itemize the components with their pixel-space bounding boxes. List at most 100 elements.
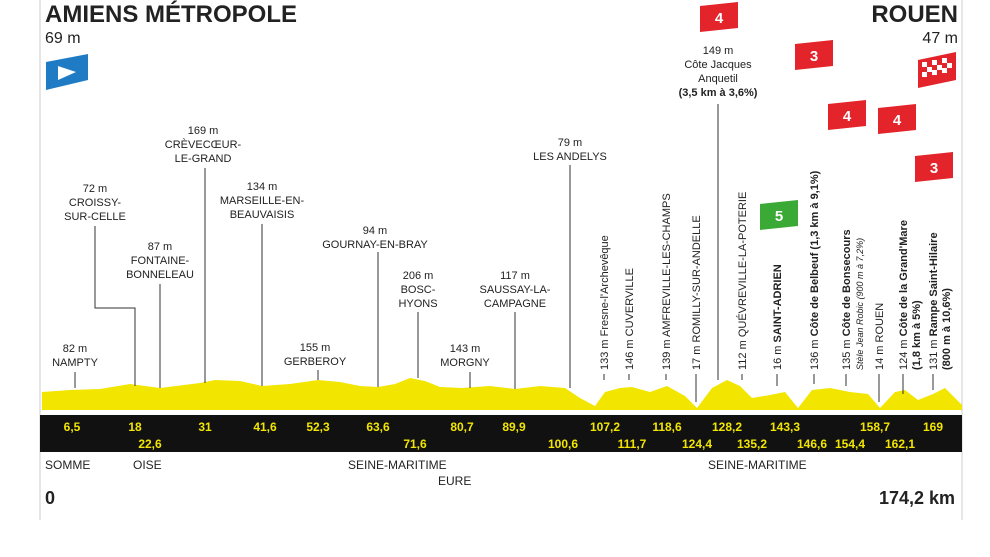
waypoint-label: 82 m xyxy=(63,343,87,355)
climb-flag xyxy=(795,40,833,70)
waypoint-label: 149 m xyxy=(703,45,734,57)
waypoint-label: 87 m xyxy=(148,241,172,253)
place-name: Côte de Bonsecours xyxy=(841,229,853,336)
climb-detail: Stèle Jean Robic (900 m à 7,2%) xyxy=(855,238,865,370)
km-marker: 22,6 xyxy=(138,437,162,451)
vertical-label: 112 m QUÉVREVILLE-LA-POTERIE xyxy=(736,192,749,370)
climb-detail: (800 m à 10,6%) xyxy=(941,288,953,370)
region: SEINE-MARITIME xyxy=(708,458,807,472)
altitude: 124 m xyxy=(898,339,910,370)
distance-start: 0 xyxy=(45,488,55,508)
km-marker: 169 xyxy=(923,420,943,434)
waypoint-label: BONNELEAU xyxy=(126,269,194,281)
vertical-label: 124 m Côte de la Grand'Mare xyxy=(898,220,910,370)
climb-category: 4 xyxy=(893,112,902,129)
vertical-label: 136 m Côte de Belbeuf (1,3 km à 9,1%) xyxy=(809,170,821,370)
waypoint-label: CAMPAGNE xyxy=(484,298,546,310)
waypoint-label: 206 m xyxy=(403,270,434,282)
vertical-label: 135 m Côte de Bonsecours xyxy=(841,229,853,370)
region: SEINE-MARITIME xyxy=(348,458,447,472)
waypoint-label: HYONS xyxy=(398,298,437,310)
climb-detail: (1,8 km à 5%) xyxy=(911,300,923,370)
place-name: AMFREVILLE-LES-CHAMPS xyxy=(661,193,673,337)
waypoint-label: LE-GRAND xyxy=(175,153,232,165)
altitude: 139 m xyxy=(661,339,673,370)
waypoint-label: SAUSSAY-LA- xyxy=(480,284,551,296)
elevation-profile xyxy=(42,378,962,410)
place-name: Côte de la Grand'Mare xyxy=(898,220,910,336)
start-altitude: 69 m xyxy=(45,30,81,47)
km-marker: 63,6 xyxy=(366,420,390,434)
region: OISE xyxy=(133,458,162,472)
waypoint-label: 79 m xyxy=(558,137,582,149)
vertical-label: 139 m AMFREVILLE-LES-CHAMPS xyxy=(661,193,673,370)
climb-category: 4 xyxy=(843,108,852,125)
waypoint-label: MORGNY xyxy=(440,357,490,369)
km-marker: 41,6 xyxy=(253,420,277,434)
waypoint-label: GERBEROY xyxy=(284,356,347,368)
finish-altitude: 47 m xyxy=(922,30,958,47)
altitude: 16 m xyxy=(772,346,784,370)
waypoint-label: 169 m xyxy=(188,125,219,137)
km-marker: 89,9 xyxy=(502,420,526,434)
waypoint-label: Anquetil xyxy=(698,73,738,85)
place-name: Côte de Belbeuf (1,3 km à 9,1%) xyxy=(809,170,821,336)
climb-flag xyxy=(828,100,866,130)
km-marker: 128,2 xyxy=(712,420,742,434)
waypoint-label: FONTAINE- xyxy=(131,255,190,267)
altitude: 146 m xyxy=(624,339,636,370)
climb-category: 5 xyxy=(775,208,783,225)
region: SOMME xyxy=(45,458,90,472)
vertical-label: 133 m Fresne-l'Archevêque xyxy=(599,235,611,370)
km-marker: 107,2 xyxy=(590,420,620,434)
altitude: 133 m xyxy=(599,339,611,370)
km-marker: 100,6 xyxy=(548,437,578,451)
climb-flag xyxy=(878,104,916,134)
vertical-label: 16 m SAINT-ADRIEN xyxy=(772,264,784,370)
climb-category: 3 xyxy=(930,160,938,177)
altitude: 135 m xyxy=(841,339,853,370)
km-marker: 71,6 xyxy=(403,437,427,451)
waypoint-label: SUR-CELLE xyxy=(64,211,126,223)
km-marker: 111,7 xyxy=(618,437,647,451)
waypoint-label: CROISSY- xyxy=(69,197,122,209)
climb-flag xyxy=(915,152,953,182)
waypoint-label: 134 m xyxy=(247,181,278,193)
waypoint-label: 143 m xyxy=(450,343,481,355)
leader-line xyxy=(94,226,136,386)
waypoint-label: BEAUVAISIS xyxy=(230,209,295,221)
climb-category: 3 xyxy=(810,48,818,65)
km-marker: 18 xyxy=(128,420,142,434)
waypoint-label: MARSEILLE-EN- xyxy=(220,195,305,207)
km-marker: 135,2 xyxy=(737,437,767,451)
distance-end: 174,2 km xyxy=(879,488,955,508)
place-name: Fresne-l'Archevêque xyxy=(599,235,611,336)
finish-flag xyxy=(918,52,956,88)
altitude: 136 m xyxy=(809,339,821,370)
place-name: Rampe Saint-Hilaire xyxy=(928,232,940,336)
place-name: SAINT-ADRIEN xyxy=(772,264,784,342)
dynamic-layer: 82 m NAMPTY 72 m CROISSY- SUR-CELLE 87 m FONTA… xyxy=(52,2,953,451)
region: EURE xyxy=(438,474,471,488)
place-name: ROMILLY-SUR-ANDELLE xyxy=(691,215,703,342)
climb-flag xyxy=(760,200,798,230)
km-marker: 143,3 xyxy=(770,420,800,434)
km-marker: 158,7 xyxy=(860,420,890,434)
altitude: 131 m xyxy=(928,339,940,370)
km-marker: 162,1 xyxy=(885,437,915,451)
waypoint-label: (3,5 km à 3,6%) xyxy=(679,87,758,99)
km-marker: 118,6 xyxy=(652,420,682,434)
waypoint-label: GOURNAY-EN-BRAY xyxy=(322,239,428,251)
finish-name: ROUEN xyxy=(871,1,958,28)
waypoint-label: Côte Jacques xyxy=(684,59,752,71)
km-marker: 52,3 xyxy=(306,420,330,434)
waypoint-label: NAMPTY xyxy=(52,357,99,369)
waypoint-label: 72 m xyxy=(83,183,107,195)
vertical-label: 17 m ROMILLY-SUR-ANDELLE xyxy=(691,215,703,370)
km-marker: 6,5 xyxy=(64,420,81,434)
place-name: QUÉVREVILLE-LA-POTERIE xyxy=(736,192,749,338)
vertical-label: 146 m CUVERVILLE xyxy=(624,268,636,370)
vertical-label: 14 m ROUEN xyxy=(874,303,886,370)
km-marker: 146,6 xyxy=(797,437,827,451)
km-marker: 124,4 xyxy=(682,437,712,451)
